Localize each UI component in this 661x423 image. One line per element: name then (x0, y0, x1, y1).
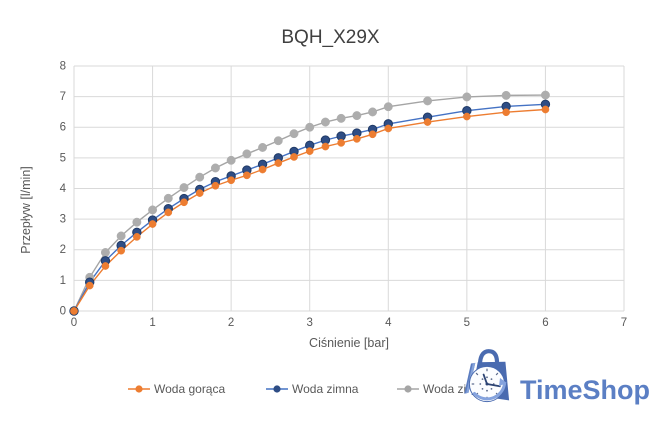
svg-text:Woda gorąca: Woda gorąca (154, 382, 225, 396)
svg-text:Przepływ [l/min]: Przepływ [l/min] (19, 166, 33, 254)
svg-text:4: 4 (60, 183, 67, 195)
svg-text:3: 3 (307, 317, 313, 329)
svg-text:0: 0 (71, 317, 77, 329)
svg-text:1: 1 (149, 317, 155, 329)
svg-text:TimeShop: TimeShop (520, 375, 650, 405)
svg-text:7: 7 (60, 91, 66, 103)
svg-text:7: 7 (621, 317, 627, 329)
svg-text:2: 2 (60, 244, 66, 256)
svg-text:8: 8 (60, 61, 66, 73)
svg-text:6: 6 (60, 122, 66, 134)
svg-text:Woda zimna: Woda zimna (292, 382, 359, 396)
svg-text:0: 0 (60, 306, 66, 318)
svg-text:6: 6 (542, 317, 548, 329)
svg-text:5: 5 (464, 317, 470, 329)
svg-text:3: 3 (60, 214, 66, 226)
svg-text:Ciśnienie [bar]: Ciśnienie [bar] (309, 336, 389, 350)
svg-text:5: 5 (60, 152, 66, 164)
svg-text:2: 2 (228, 317, 234, 329)
svg-text:Woda zi: Woda zi (423, 382, 466, 396)
svg-text:4: 4 (385, 317, 392, 329)
svg-text:1: 1 (60, 275, 66, 287)
